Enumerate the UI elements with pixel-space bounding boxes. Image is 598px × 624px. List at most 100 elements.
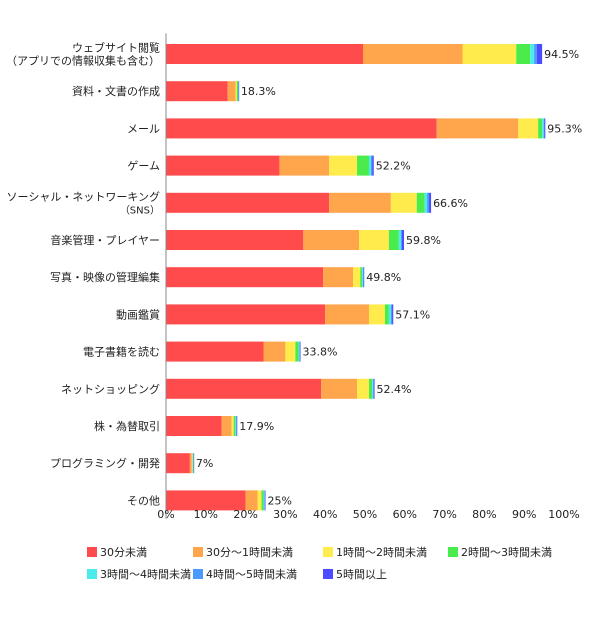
legend-swatch-4 [87,569,97,579]
bar-segment-5-5 [400,230,403,250]
bar-segment-12-1 [245,490,258,511]
bar-segment-2-4 [542,118,544,139]
x-tick-label-10: 100% [548,508,579,521]
x-tick-label-9: 90% [512,508,536,521]
bar-segment-8-2 [285,341,296,362]
category-label-8: 電子書籍を読む [83,345,160,359]
bar-segment-8-1 [263,341,286,362]
bar-segment-2-5 [543,118,545,139]
legend-swatch-1 [193,547,203,557]
legend-swatch-5 [193,569,203,579]
x-tick-label-7: 70% [432,508,456,521]
legend-swatch-3 [448,547,458,557]
bar-segment-1-2 [235,81,237,102]
bar-segment-12-5 [264,490,265,511]
bar-segment-6-2 [353,267,361,288]
bar-segment-0-6 [536,44,543,64]
bar-segment-7-0 [166,304,326,325]
bar-segment-4-3 [416,192,425,213]
bar-segment-1-0 [166,81,228,102]
legend-label-1: 30分〜1時間未満 [206,546,293,559]
bar-segment-7-3 [384,304,389,325]
bar-segment-10-6 [236,416,238,436]
bar-segment-12-6 [264,490,266,511]
bar-segment-5-1 [303,230,360,250]
bar-segment-3-3 [357,155,369,176]
bar-segment-12-3 [261,490,264,511]
category-label-4-line-0: ソーシャル・ネットワーキング [7,189,160,203]
bar-segment-0-2 [462,44,517,64]
bar-segment-9-0 [166,378,322,399]
bar-segment-3-2 [329,155,358,176]
bar-segment-11-2 [191,453,193,474]
legend-swatch-2 [323,547,333,557]
category-label-3: ゲーム [127,160,160,173]
bar-segment-3-0 [166,155,280,176]
category-label-12: その他 [127,494,160,507]
bar-segment-6-4 [362,267,364,288]
total-label-4: 66.6% [433,197,468,210]
total-label-12: 25% [268,494,292,507]
bar-segment-8-6 [299,341,301,362]
bar-segment-4-4 [424,192,428,213]
bar-segment-5-3 [388,230,399,250]
category-label-2: メール [127,122,160,135]
bar-segment-5-2 [359,230,389,250]
bar-segment-6-3 [360,267,363,288]
bar-segment-7-4 [388,304,391,325]
x-tick-label-6: 60% [393,508,417,521]
total-label-3: 52.2% [376,160,411,173]
bar-segment-2-2 [518,118,539,139]
x-tick-label-5: 50% [353,508,377,521]
category-labels-layer: ウェブサイト閲覧（アプリでの情報収集も含む） 資料・文書の作成メールゲームソーシャ… [6,41,160,508]
total-label-6: 49.8% [366,271,401,284]
bar-segment-9-6 [373,378,375,399]
category-label-0-line-0: ウェブサイト閲覧 [72,41,160,55]
legend-label-4: 3時間〜4時間未満 [100,568,191,581]
bar-segment-6-0 [166,267,324,288]
bar-segment-6-5 [363,267,364,288]
legend-label-3: 2時間〜3時間未満 [461,546,552,559]
bar-segment-12-2 [257,490,262,511]
legend-label-6: 5時間以上 [336,568,387,581]
bar-segment-0-1 [363,44,463,64]
bar-segment-4-1 [329,192,391,213]
bar-segment-11-3 [192,453,194,474]
bar-segment-8-3 [295,341,299,362]
bar-segment-7-1 [325,304,369,325]
legend-swatch-0 [87,547,97,557]
total-label-7: 57.1% [395,308,430,321]
bar-segment-7-2 [368,304,385,325]
bar-segment-11-0 [166,453,190,474]
bar-segment-9-3 [368,378,373,399]
total-label-9: 52.4% [377,383,412,396]
legend-swatch-6 [323,569,333,579]
legend: 30分未満 30分〜1時間未満 1時間〜2時間未満 2時間〜3時間未満 3時間〜4時間未… [87,546,552,581]
bar-segment-12-4 [263,490,265,511]
bar-segment-5-4 [398,230,401,250]
bar-segment-12-0 [166,490,246,511]
bar-segment-11-6 [193,453,195,474]
bar-segment-3-6 [372,155,374,176]
bar-segment-0-3 [516,44,531,64]
bar-segment-2-6 [544,118,546,139]
total-label-1: 18.3% [241,85,276,98]
bar-segment-4-6 [429,192,432,213]
legend-label-2: 1時間〜2時間未満 [336,546,427,559]
bar-segment-4-5 [427,192,430,213]
bar-segment-10-2 [231,416,234,436]
bar-segment-3-4 [368,155,371,176]
total-label-8: 33.8% [303,346,338,359]
bar-segment-8-5 [299,341,300,362]
bar-segment-8-0 [166,341,264,362]
total-label-0: 94.5% [544,48,579,61]
total-label-11: 7% [196,457,213,470]
x-axis: 0% 10% 20% 30% 40% 50% 60% 70% 80% 90% 100% [157,33,580,521]
bar-segment-7-5 [390,304,393,325]
category-label-0-line-1: （アプリでの情報収集も含む） [6,54,160,68]
bar-segment-4-0 [166,192,330,213]
bar-segment-0-4 [530,44,535,64]
bar-segment-2-0 [166,118,437,139]
category-label-1: 資料・文書の作成 [72,84,160,98]
